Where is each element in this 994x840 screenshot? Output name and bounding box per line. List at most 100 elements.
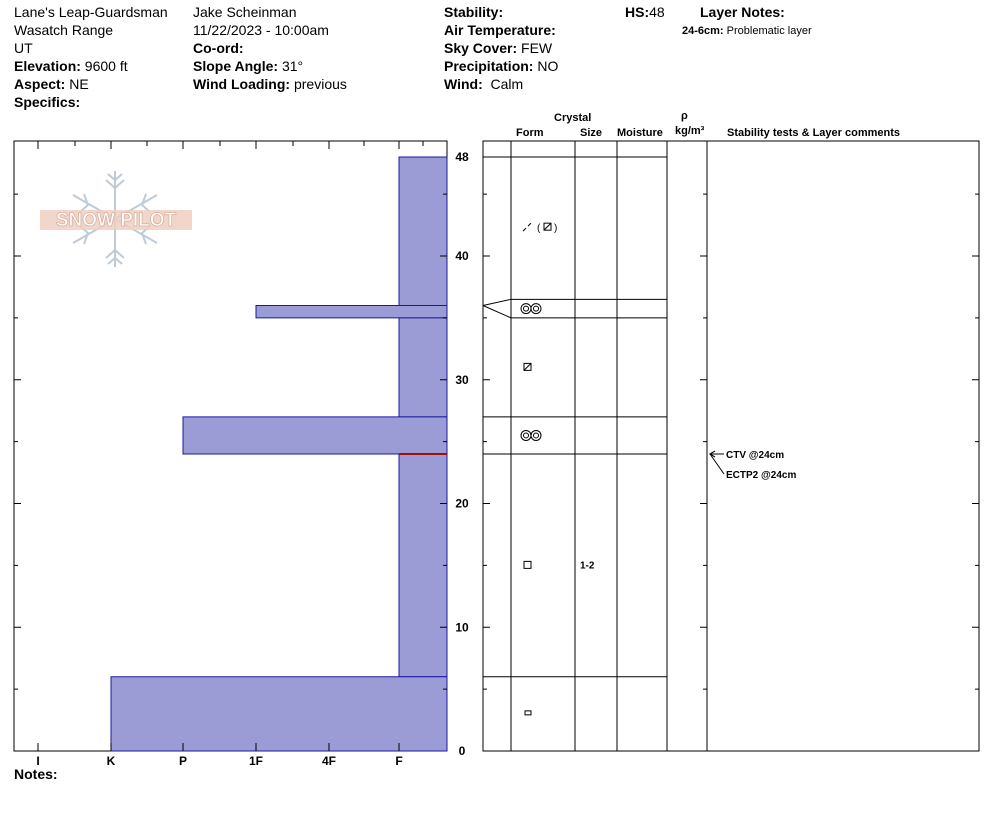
grain-form-3 (520, 429, 542, 441)
surface-hoar-symbol (530, 303, 542, 315)
state-name: UT (14, 40, 33, 56)
wind-loading-value: previous (293, 76, 347, 92)
hardness-tick-label: K (107, 754, 116, 768)
decomposing-symbol (522, 227, 527, 232)
hs-label: HS: (625, 4, 650, 20)
stability-label: Stability: (444, 4, 504, 20)
hardness-tick-label: 1F (249, 754, 263, 768)
hardness-bars (110, 156, 448, 752)
bracket-close: ) (554, 223, 557, 234)
elevation-field: Elevation: 9600 ft (14, 58, 128, 74)
moisture-header: Moisture (617, 127, 663, 139)
hardness-bar-0 (398, 156, 448, 306)
elevation-value: 9600 ft (84, 58, 128, 74)
surface-hoar-symbol (520, 429, 532, 441)
bracket-open: ( (537, 223, 541, 234)
precip-field: Precipitation: NO (444, 58, 558, 74)
hardness-tick-label: 4F (322, 754, 336, 768)
grain-form-1 (520, 303, 542, 315)
surface-hoar-symbol (533, 305, 539, 312)
wind-loading-field: Wind Loading: previous (193, 76, 347, 92)
layer-note-text: Problematic layer (726, 25, 812, 37)
slope-label: Slope Angle: (193, 58, 279, 74)
surface-hoar-symbol (520, 303, 532, 315)
height-tick-label: 0 (459, 744, 466, 758)
surface-hoar-symbol (523, 305, 529, 312)
observation-datetime: 11/22/2023 - 10:00am (193, 22, 329, 38)
layer-notes-label: Layer Notes: (700, 4, 785, 20)
layer-rows: () 1-2 (482, 156, 667, 716)
aspect-label: Aspect: (14, 76, 66, 92)
elevation-label: Elevation: (14, 58, 81, 74)
height-tick-label: 40 (455, 249, 469, 263)
wind-value: Calm (490, 76, 524, 92)
density-header: kg/m³ (675, 125, 705, 137)
grain-form-4 (523, 560, 532, 569)
rho-header: ρ (681, 110, 688, 122)
faceted-crystal-symbol (543, 222, 552, 231)
coord-label: Co-ord: (193, 40, 244, 56)
stability-test-label: ECTP2 @24cm (726, 470, 796, 481)
aspect-field: Aspect: NE (14, 76, 89, 92)
specifics-label: Specifics: (14, 94, 81, 110)
hardness-tick-label: F (395, 754, 402, 768)
hardness-bar-5 (110, 676, 448, 752)
height-tick-label: 48 (455, 150, 469, 164)
hardness-tick-label: I (36, 754, 39, 768)
notes-label: Notes: (14, 766, 58, 782)
form-header: Form (516, 127, 544, 139)
test-pointer-arrow (709, 450, 716, 458)
hs-field: HS:48 (625, 4, 665, 20)
surface-hoar-symbol (533, 432, 539, 439)
range-name: Wasatch Range (14, 22, 114, 38)
observer-name: Jake Scheinman (193, 4, 297, 20)
row-divider (482, 305, 667, 319)
layer-note-range: 24-6cm: (682, 25, 724, 37)
logo-banner (40, 210, 192, 230)
precip-value: NO (537, 58, 559, 74)
hardness-bar-1 (255, 305, 448, 319)
row-divider (482, 298, 667, 306)
melt-form-symbol (524, 710, 532, 716)
hardness-bar-4 (398, 453, 448, 678)
grain-form-5 (524, 710, 532, 716)
surface-hoar-symbol (523, 432, 529, 439)
slope-field: Slope Angle: 31° (193, 58, 303, 74)
decomposing-symbol (527, 222, 532, 227)
air-temp-label: Air Temperature: (444, 22, 556, 38)
faceted-crystal-symbol (523, 363, 532, 371)
height-axis: 0 10 20 30 40 48 (14, 150, 979, 758)
test-pointer (709, 453, 725, 475)
grain-form-2 (523, 362, 532, 371)
stability-tests: CTV @24cm ECTP2 @24cm (709, 450, 796, 481)
sky-field: Sky Cover: FEW (444, 40, 552, 56)
layer-table-frame (482, 140, 980, 752)
wind-label: Wind: (444, 76, 483, 92)
wind-field: Wind: Calm (444, 76, 523, 92)
faceted-crystal-symbol (543, 222, 552, 231)
layer-note: 24-6cm: Problematic layer (682, 23, 812, 39)
height-tick-label: 10 (455, 620, 469, 634)
stability-test-label: CTV @24cm (726, 450, 784, 461)
aspect-value: NE (69, 76, 89, 92)
hs-value: 48 (649, 4, 665, 20)
sky-label: Sky Cover: (444, 40, 518, 56)
size-header: Size (580, 127, 603, 139)
wind-loading-label: Wind Loading: (193, 76, 291, 92)
hardness-axis: I K P 1F 4F F (36, 141, 424, 768)
height-tick-label: 30 (455, 373, 469, 387)
hardness-bar-2 (398, 317, 448, 418)
faceted-crystal-symbol (523, 362, 532, 371)
logo-text: SNOW PILOT (56, 210, 177, 231)
grain-form-0: () (522, 222, 557, 234)
sky-value: FEW (521, 40, 553, 56)
faceted-crystal-symbol (523, 560, 532, 569)
precip-label: Precipitation: (444, 58, 534, 74)
crystal-header: Crystal (554, 112, 592, 124)
location-name: Lane's Leap-Guardsman (14, 4, 168, 20)
hardness-bar-3 (182, 416, 448, 455)
hardness-tick-label: P (179, 754, 187, 768)
surface-hoar-symbol (530, 429, 542, 441)
grain-size-label: 1-2 (580, 560, 595, 571)
